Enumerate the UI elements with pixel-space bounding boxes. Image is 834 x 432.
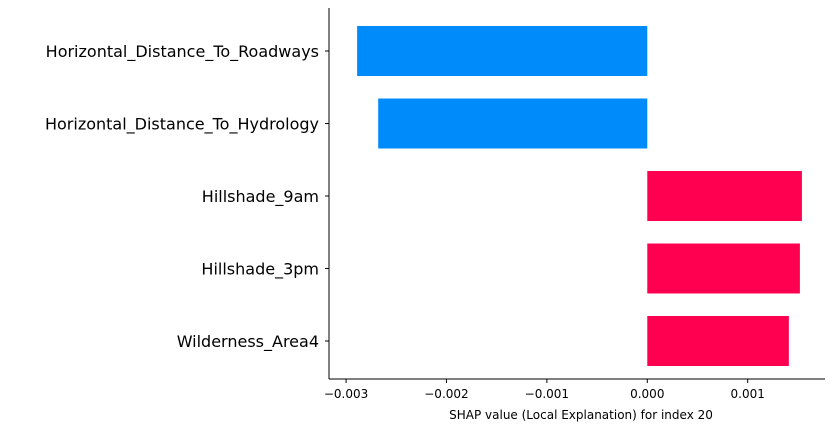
x-tick-label: 0.000	[630, 387, 664, 401]
y-tick-label: Horizontal_Distance_To_Hydrology	[45, 115, 319, 135]
bar-hillshade-3pm	[647, 243, 800, 294]
x-axis-title: SHAP value (Local Explanation) for index…	[449, 408, 713, 422]
y-tick-labels: Horizontal_Distance_To_Roadways Horizonta…	[45, 42, 329, 352]
y-tick-label: Hillshade_3pm	[201, 260, 319, 280]
bar-horizontal-distance-to-roadways	[357, 26, 648, 76]
y-tick-label: Hillshade_9am	[202, 187, 319, 207]
bars-layer	[357, 26, 802, 366]
bar-hillshade-9am	[647, 171, 802, 221]
x-ticks: −0.003 −0.002 −0.001 0.000 0.001	[324, 379, 765, 401]
bar-horizontal-distance-to-hydrology	[378, 98, 648, 149]
x-tick-label: 0.001	[731, 387, 765, 401]
bar-wilderness-area4	[647, 316, 789, 366]
x-tick-label: −0.001	[525, 387, 569, 401]
x-tick-label: −0.003	[324, 387, 368, 401]
x-tick-label: −0.002	[424, 387, 468, 401]
y-tick-label: Horizontal_Distance_To_Roadways	[46, 42, 319, 62]
y-tick-label: Wilderness_Area4	[177, 332, 319, 352]
